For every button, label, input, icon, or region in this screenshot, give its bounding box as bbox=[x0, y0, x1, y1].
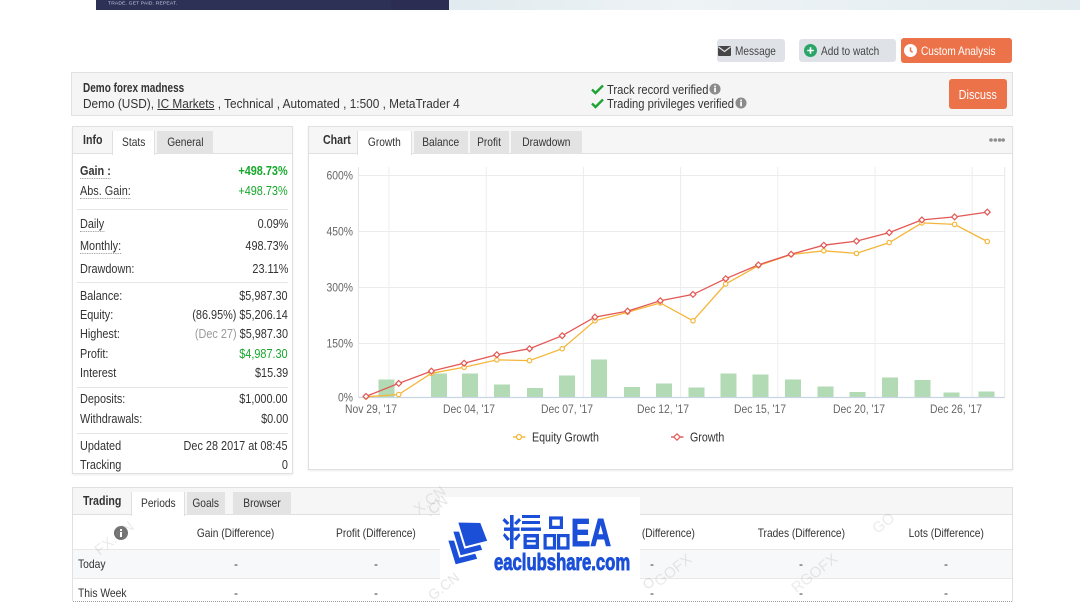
svg-text:EA: EA bbox=[571, 512, 611, 555]
svg-text:Dec 20, '17: Dec 20, '17 bbox=[833, 404, 885, 417]
svg-text:600%: 600% bbox=[327, 170, 354, 183]
svg-text:Dec 07, '17: Dec 07, '17 bbox=[541, 404, 593, 417]
svg-text:Dec 15, '17: Dec 15, '17 bbox=[734, 404, 786, 417]
svg-text:eaclubshare.com: eaclubshare.com bbox=[494, 550, 630, 575]
svg-text:Equity Growth: Equity Growth bbox=[532, 429, 599, 444]
svg-text:0%: 0% bbox=[338, 392, 353, 405]
svg-text:Dec 26, '17: Dec 26, '17 bbox=[930, 404, 982, 417]
svg-text:Dec 04, '17: Dec 04, '17 bbox=[443, 404, 495, 417]
svg-text:450%: 450% bbox=[327, 226, 354, 239]
svg-text:150%: 150% bbox=[327, 338, 354, 351]
svg-text:Nov 29, '17: Nov 29, '17 bbox=[345, 404, 397, 417]
svg-text:300%: 300% bbox=[327, 282, 354, 295]
svg-text:Dec 12, '17: Dec 12, '17 bbox=[637, 404, 689, 417]
svg-text:Growth: Growth bbox=[690, 429, 724, 444]
